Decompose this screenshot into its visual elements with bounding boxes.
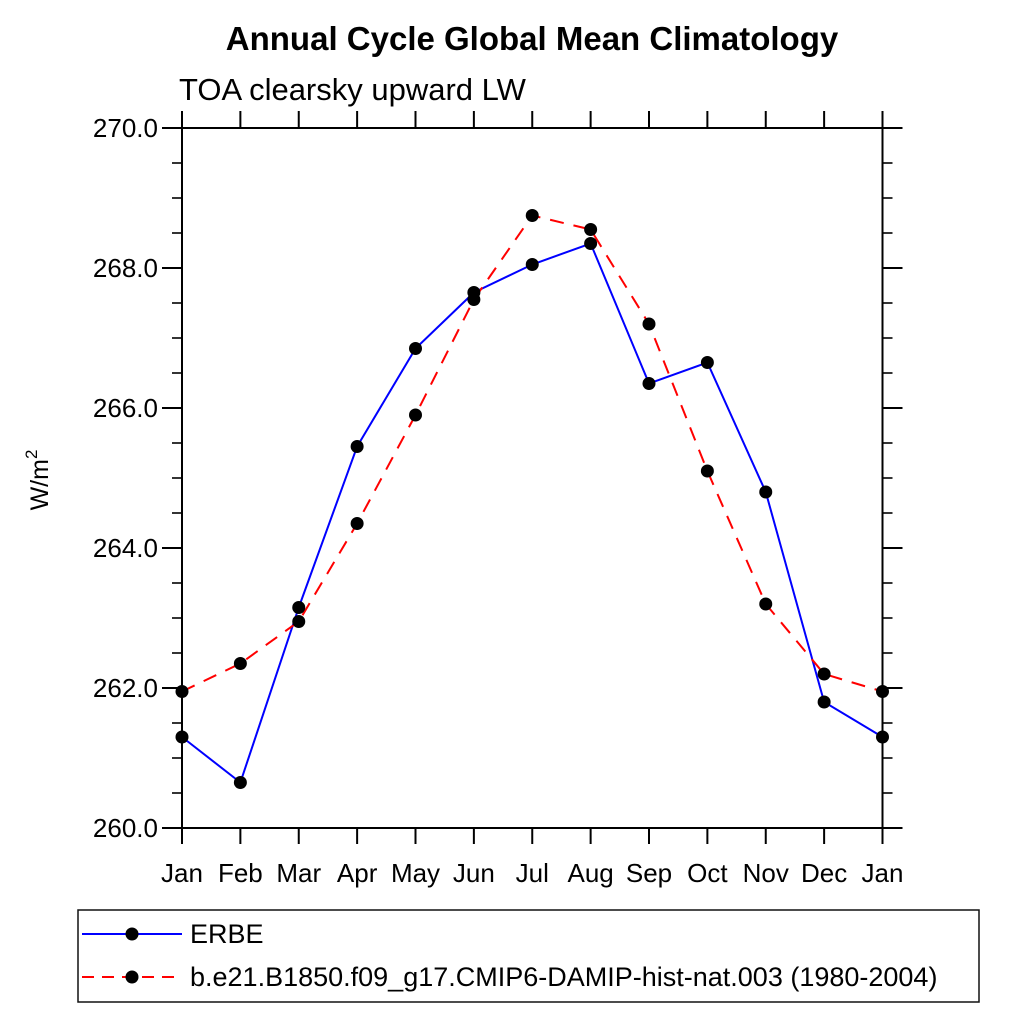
- plot-area: 260.0 262.0 264.0 266.0 268.0 270.0 Jan Feb Mar A…: [93, 111, 904, 888]
- data-point-model: [467, 293, 481, 306]
- data-point-model: [700, 464, 714, 478]
- y-axis-label-exponent: 2: [22, 450, 41, 459]
- data-point-model: [409, 408, 422, 422]
- data-point-erbe: [642, 377, 656, 390]
- chart-title: Annual Cycle Global Mean Climatology: [226, 20, 839, 57]
- y-tick-label: 264.0: [93, 533, 158, 563]
- legend-label-erbe: ERBE: [190, 919, 264, 949]
- data-point-model: [876, 685, 889, 698]
- data-point-erbe: [292, 601, 306, 614]
- data-point-erbe: [584, 237, 598, 250]
- data-point-erbe: [700, 356, 714, 369]
- legend-label-model: b.e21.B1850.f09_g17.CMIP6-DAMIP-hist-nat…: [190, 962, 937, 992]
- x-month-label: Nov: [743, 858, 789, 888]
- data-point-erbe: [233, 776, 247, 789]
- data-point-erbe: [525, 258, 539, 271]
- data-point-model: [350, 517, 364, 530]
- data-point-erbe: [350, 440, 364, 453]
- x-month-label: Oct: [687, 858, 728, 888]
- series-line-model: [181, 214, 883, 693]
- data-point-model: [642, 317, 656, 331]
- data-point-model: [233, 657, 247, 670]
- x-month-label: Aug: [567, 858, 613, 888]
- data-point-erbe: [409, 342, 422, 355]
- x-month-label: Mar: [276, 858, 321, 888]
- plot-frame: [181, 127, 884, 829]
- data-point-erbe: [175, 730, 189, 744]
- series-line-erbe: [181, 242, 884, 785]
- y-axis-label-base: W/m: [26, 459, 54, 510]
- data-point-model: [292, 615, 306, 628]
- legend-marker-circle: [125, 970, 139, 984]
- x-month-label: Dec: [801, 858, 847, 888]
- x-month-label: Jul: [516, 858, 549, 888]
- x-month-label: Jan: [862, 858, 904, 888]
- data-point-model: [584, 223, 598, 236]
- x-month-label: May: [391, 858, 440, 888]
- legend: ERBE b.e21.B1850.f09_g17.CMIP6-DAMIP-his…: [77, 909, 980, 1003]
- y-tick-label: 270.0: [93, 113, 158, 143]
- y-tick-label: 266.0: [93, 393, 158, 423]
- x-month-label: Jun: [453, 858, 495, 888]
- legend-entry-erbe: ERBE: [82, 919, 264, 949]
- x-month-label: Sep: [626, 858, 672, 888]
- data-point-erbe: [876, 730, 889, 744]
- data-point-model: [525, 209, 539, 222]
- x-month-label: Apr: [337, 858, 378, 888]
- data-point-model: [759, 597, 773, 611]
- data-point-erbe: [817, 695, 831, 709]
- chart-subtitle: TOA clearsky upward LW: [179, 72, 527, 107]
- y-tick-label: 262.0: [93, 673, 158, 703]
- legend-box: [77, 909, 980, 1003]
- legend-entry-model: b.e21.B1850.f09_g17.CMIP6-DAMIP-hist-nat…: [82, 962, 937, 992]
- y-tick-label: 268.0: [93, 253, 158, 283]
- legend-marker-circle: [125, 927, 139, 941]
- y-axis-label: W/m2: [22, 450, 54, 511]
- x-month-label: Jan: [161, 858, 203, 888]
- data-point-model: [817, 667, 831, 681]
- data-point-model: [175, 685, 189, 698]
- data-point-erbe: [759, 485, 773, 499]
- x-month-label: Feb: [218, 858, 263, 888]
- y-tick-label: 260.0: [93, 813, 158, 843]
